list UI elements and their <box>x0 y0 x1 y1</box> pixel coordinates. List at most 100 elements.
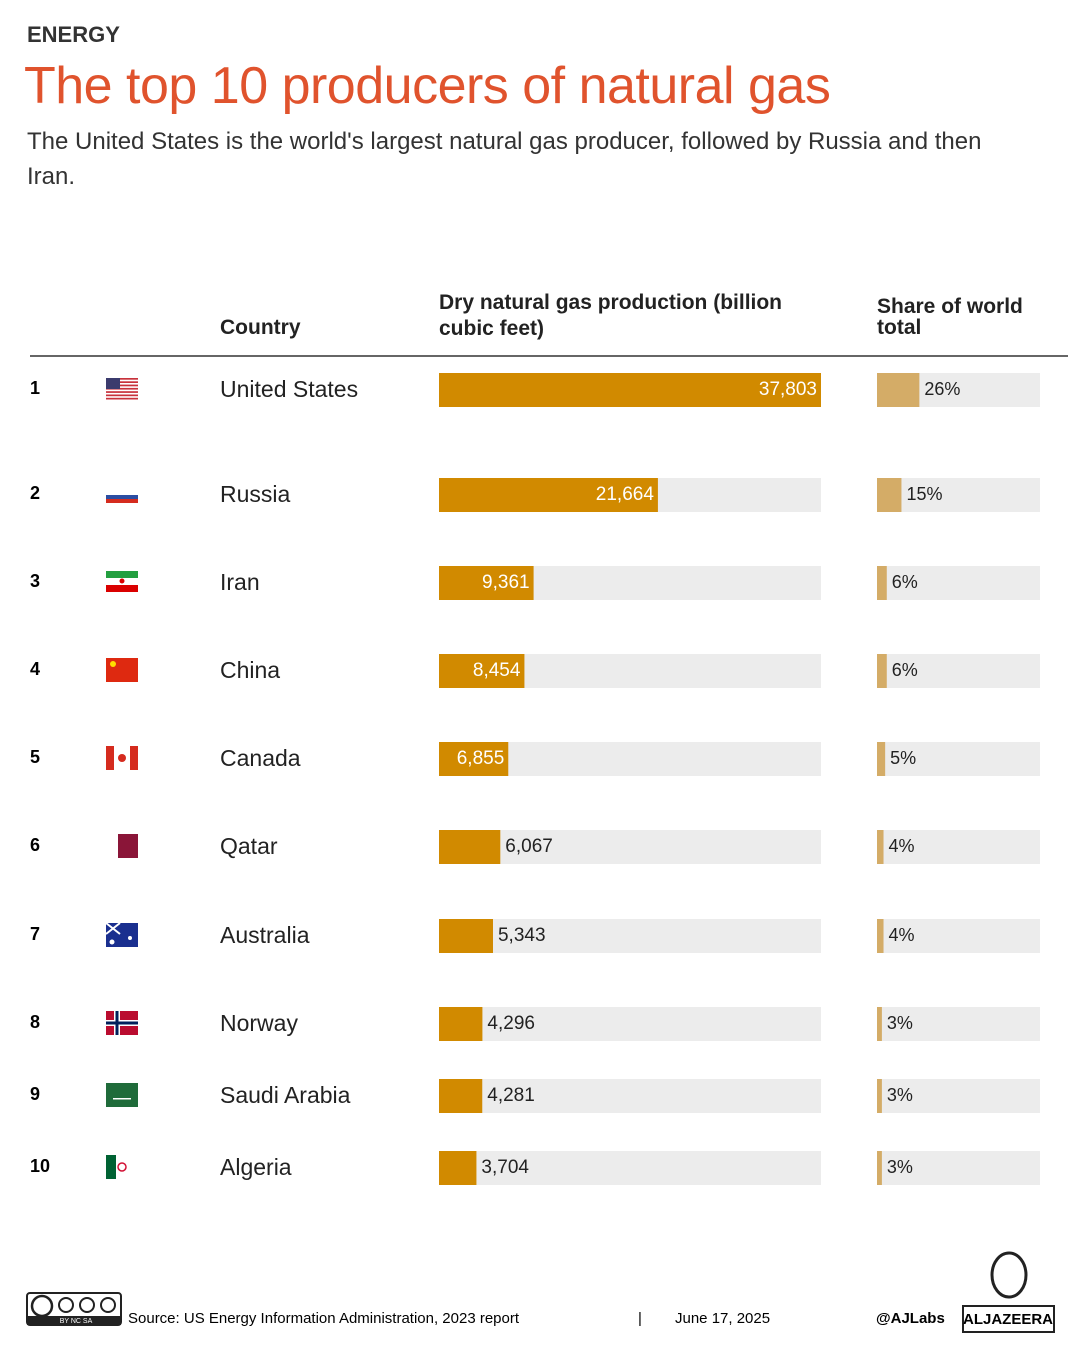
bar-track <box>877 742 1040 776</box>
value-label: 3% <box>887 1013 913 1033</box>
country: Russia <box>220 481 291 507</box>
flag <box>106 1083 138 1107</box>
bar-track <box>877 478 1040 512</box>
rank: 2 <box>30 483 40 503</box>
value-label: 6,067 <box>505 836 553 857</box>
rank: 10 <box>30 1156 50 1176</box>
flag-part <box>105 922 121 935</box>
source: Source: US Energy Information Administra… <box>128 1310 520 1327</box>
flag-part <box>110 661 116 667</box>
column-header: Dry natural gas production (billion cubi… <box>439 291 783 340</box>
bar-track <box>439 919 821 953</box>
bar-track <box>877 1151 1040 1185</box>
bar <box>877 919 884 953</box>
rank: 5 <box>30 747 40 767</box>
value-label: 3% <box>887 1157 913 1177</box>
flag-part <box>109 939 115 945</box>
bar <box>877 654 887 688</box>
logo-text: ALJAZEERA <box>963 1311 1053 1328</box>
rank: 4 <box>30 659 40 679</box>
flag <box>106 571 138 592</box>
flag-part <box>106 658 138 682</box>
flag-part <box>106 378 138 380</box>
bar-track <box>439 1007 821 1041</box>
bar <box>877 1151 882 1185</box>
value-label: 8,454 <box>473 660 521 681</box>
flag-part <box>128 936 132 940</box>
flag-part <box>106 1083 138 1107</box>
flag-part <box>106 585 138 592</box>
flag-part <box>130 746 138 770</box>
bar <box>439 830 501 864</box>
flag-part <box>106 1155 116 1179</box>
flag-part <box>106 571 138 578</box>
flag <box>106 746 138 770</box>
flag-part <box>117 1162 127 1172</box>
value-label: 5% <box>890 748 916 768</box>
rank: 9 <box>30 1084 40 1104</box>
column-header: Share of world total <box>877 295 1023 339</box>
flag-part <box>113 1098 131 1100</box>
bar-track <box>439 830 821 864</box>
value-label: 26% <box>924 379 960 399</box>
country: Norway <box>220 1010 298 1036</box>
bar-track <box>877 1079 1040 1113</box>
flag-part <box>106 394 138 397</box>
country: United States <box>220 376 358 402</box>
value-label: 4,296 <box>487 1013 535 1034</box>
flag-part <box>106 487 138 495</box>
license-text: BY NC SA <box>60 1318 93 1325</box>
flag-part <box>106 1021 138 1025</box>
value-label: 6% <box>892 572 918 592</box>
value-label: 3,704 <box>481 1157 529 1178</box>
flag-part <box>118 834 138 858</box>
rank: 8 <box>30 1012 40 1032</box>
country: Canada <box>220 745 301 771</box>
flag-part <box>106 397 138 400</box>
flag <box>106 1011 138 1035</box>
separator: | <box>638 1310 642 1327</box>
flag <box>106 487 138 503</box>
flag-part <box>106 387 138 390</box>
value-label: 4,281 <box>487 1085 535 1106</box>
bar <box>439 919 493 953</box>
section-label: ENERGY <box>27 22 120 47</box>
country: Algeria <box>220 1154 292 1180</box>
flag-part <box>106 746 114 770</box>
flag <box>105 922 138 947</box>
cc-badge: BY NC SA <box>26 1292 122 1326</box>
value-label: 6,855 <box>457 748 505 769</box>
bar-track <box>877 654 1040 688</box>
column-header: Country <box>220 316 301 339</box>
rank: 6 <box>30 835 40 855</box>
logo-mark: ALJAZEERA <box>962 1251 1055 1333</box>
bar <box>439 1007 483 1041</box>
bar <box>877 566 887 600</box>
bar <box>877 742 886 776</box>
bar <box>439 1079 483 1113</box>
value-label: 4% <box>889 925 915 945</box>
country: Qatar <box>220 833 278 859</box>
country: Iran <box>220 569 260 595</box>
bar <box>877 478 902 512</box>
value-label: 6% <box>892 660 918 680</box>
bar <box>877 373 920 407</box>
bar <box>439 742 509 776</box>
bar-track <box>439 1151 821 1185</box>
bar-track <box>439 1079 821 1113</box>
flag <box>106 658 138 682</box>
value-label: 37,803 <box>759 379 817 400</box>
flag <box>106 378 138 400</box>
flag <box>118 834 138 858</box>
country: Australia <box>220 922 310 948</box>
flag <box>106 1155 127 1179</box>
bar <box>439 1151 477 1185</box>
bar <box>877 1007 882 1041</box>
chart-title: The top 10 producers of natural gas <box>24 57 831 115</box>
rank: 3 <box>30 571 40 591</box>
chart-subtitle: The United States is the world's largest… <box>27 128 982 190</box>
bar <box>439 373 821 407</box>
value-label: 15% <box>906 484 942 504</box>
